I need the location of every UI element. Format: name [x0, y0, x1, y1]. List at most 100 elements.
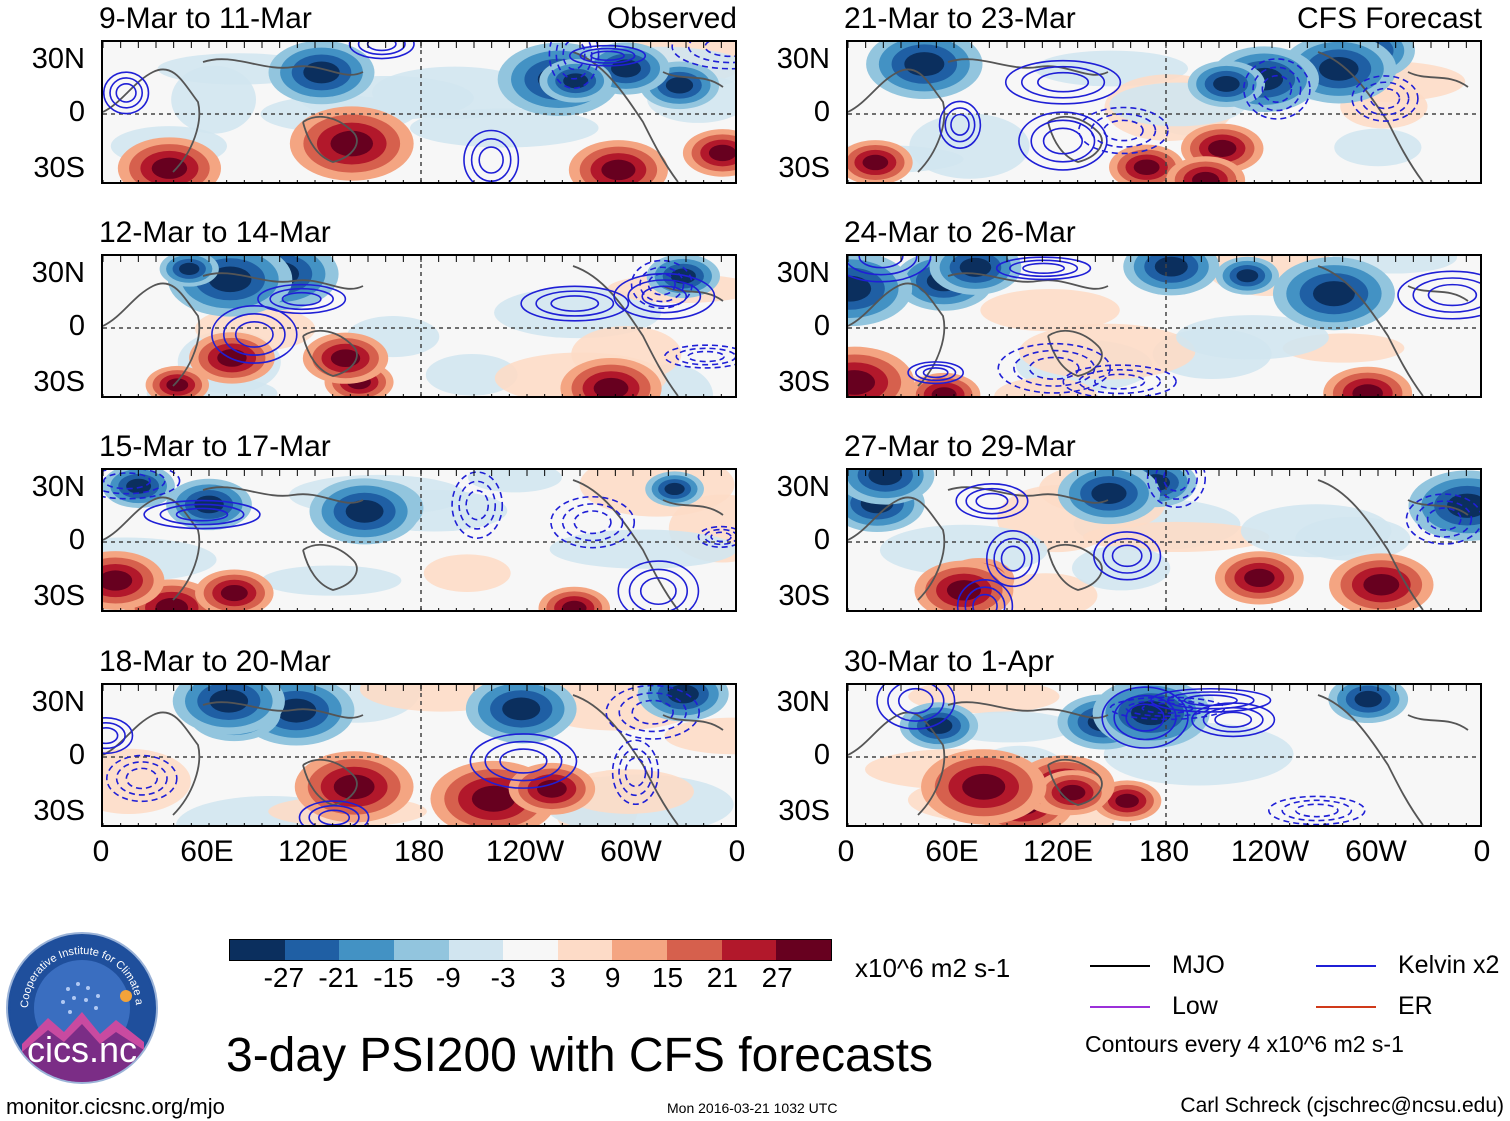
coastline	[947, 58, 1109, 76]
kelvin-contour	[1022, 262, 1065, 274]
map-panel	[101, 40, 737, 184]
kelvin-contour	[663, 344, 735, 369]
lon-label: 60E	[180, 835, 234, 868]
lat-label: 30S	[778, 580, 830, 612]
kelvin-contour	[562, 42, 586, 71]
anomaly-shading	[409, 108, 599, 148]
coastline	[848, 282, 946, 387]
anomaly-shading	[879, 524, 1048, 576]
legend-label: ER	[1398, 992, 1433, 1020]
kelvin-contour	[451, 471, 504, 539]
kelvin-contour	[1369, 87, 1401, 110]
lat-label: 30N	[776, 686, 830, 718]
kelvin-contour	[1109, 696, 1226, 721]
colorbar-swatch	[557, 940, 613, 960]
kelvin-contour	[103, 472, 151, 490]
colorbar-swatch	[612, 940, 668, 960]
lon-label: 60E	[925, 835, 979, 868]
anomaly-shading	[962, 773, 1006, 800]
colorbar	[229, 939, 832, 961]
panel-label: CFS Forecast	[1296, 2, 1482, 35]
colorbar-tick: 15	[651, 962, 684, 993]
kelvin-contour	[975, 492, 1009, 510]
kelvin-contour	[1042, 127, 1084, 155]
kelvin-contour	[458, 480, 497, 530]
kelvin-contour	[103, 470, 166, 495]
kelvin-contour	[1062, 364, 1177, 396]
coastline	[848, 496, 946, 601]
lat-label: 30S	[778, 795, 830, 827]
coastline	[103, 496, 201, 601]
anomaly-shading	[103, 748, 191, 814]
lat-label: 0	[68, 310, 85, 342]
kelvin-contour	[298, 800, 370, 825]
lat-label: 30N	[776, 257, 830, 289]
kelvin-contour	[1166, 691, 1255, 710]
kelvin-contour	[1018, 111, 1108, 171]
kelvin-contour	[671, 42, 735, 70]
anomaly-shading	[601, 159, 636, 181]
kelvin-contour	[125, 767, 159, 790]
anomaly-shading	[593, 377, 629, 396]
kelvin-contour	[366, 42, 397, 52]
lon-label: 120E	[277, 835, 349, 868]
colorbar-tick: 3	[550, 962, 566, 993]
anomaly-shading	[1354, 690, 1382, 708]
kelvin-contour	[105, 754, 178, 803]
coastline	[1047, 329, 1103, 377]
anomaly-shading	[155, 598, 189, 610]
kelvin-contour	[897, 687, 934, 715]
coastline	[1047, 115, 1103, 163]
kelvin-contour	[624, 757, 647, 788]
cics-logo: Cooperative Institute for Climate and Sa…	[6, 932, 158, 1084]
colorbar-tick: -27	[263, 962, 305, 993]
lat-label: 0	[68, 524, 85, 556]
anomaly-shading	[1240, 504, 1392, 558]
coastline	[1407, 714, 1469, 731]
lat-label: 0	[68, 739, 85, 771]
kelvin-contour	[1078, 368, 1162, 395]
kelvin-contour	[1028, 356, 1080, 380]
lat-label: 30S	[778, 152, 830, 184]
anomaly-shading	[333, 774, 375, 800]
lat-label: 30N	[31, 43, 85, 75]
panel-title: 24-Mar to 26-Mar	[844, 216, 1076, 249]
kelvin-contour	[1252, 66, 1302, 112]
map-panel	[846, 254, 1482, 398]
panel-title: 21-Mar to 23-Mar	[844, 2, 1076, 35]
lon-label: 0	[728, 835, 746, 868]
kelvin-contour	[257, 283, 347, 315]
kelvin-contour	[269, 287, 334, 311]
colorbar-tick: 9	[604, 962, 621, 993]
kelvin-contour	[848, 256, 932, 283]
anomaly-shading	[665, 77, 694, 94]
lon-label: 60W	[1345, 835, 1407, 868]
kelvin-contour	[484, 740, 563, 782]
legend-label: Low	[1172, 992, 1218, 1020]
kelvin-contour	[1101, 686, 1189, 749]
anomaly-shading	[345, 500, 384, 523]
lat-label: 0	[813, 310, 830, 342]
kelvin-contour	[103, 726, 119, 745]
anomaly-shading	[103, 570, 133, 591]
lat-label: 30S	[778, 366, 830, 398]
anomaly-shading	[330, 349, 361, 368]
kelvin-contour	[631, 699, 674, 725]
panel-label: Observed	[606, 2, 737, 35]
coastline	[103, 282, 201, 387]
coastline	[202, 486, 364, 504]
anomaly-shading	[562, 769, 694, 814]
kelvin-contour	[938, 100, 982, 149]
kelvin-contour	[478, 146, 504, 174]
coastline	[662, 71, 724, 88]
lon-label: 0	[1473, 835, 1491, 868]
footer-author: Carl Schreck (cjschrec@ncsu.edu)	[1180, 1094, 1504, 1117]
kelvin-contour	[618, 748, 653, 797]
map-panel	[101, 254, 737, 398]
kelvin-contour	[1113, 694, 1177, 741]
lon-label: 180	[1138, 835, 1190, 868]
kelvin-contour	[234, 321, 274, 348]
kelvin-contour	[103, 470, 181, 500]
lat-label: 0	[813, 96, 830, 128]
panel-title: 12-Mar to 14-Mar	[99, 216, 331, 249]
